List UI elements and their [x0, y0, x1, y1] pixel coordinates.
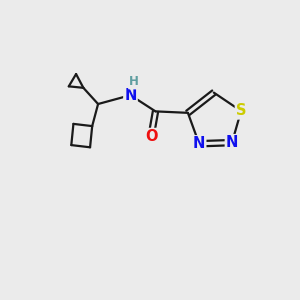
Text: S: S	[236, 103, 246, 118]
Text: H: H	[129, 75, 139, 88]
Text: N: N	[193, 136, 205, 151]
Text: N: N	[124, 88, 137, 103]
Text: N: N	[226, 135, 238, 150]
Text: O: O	[145, 129, 157, 144]
